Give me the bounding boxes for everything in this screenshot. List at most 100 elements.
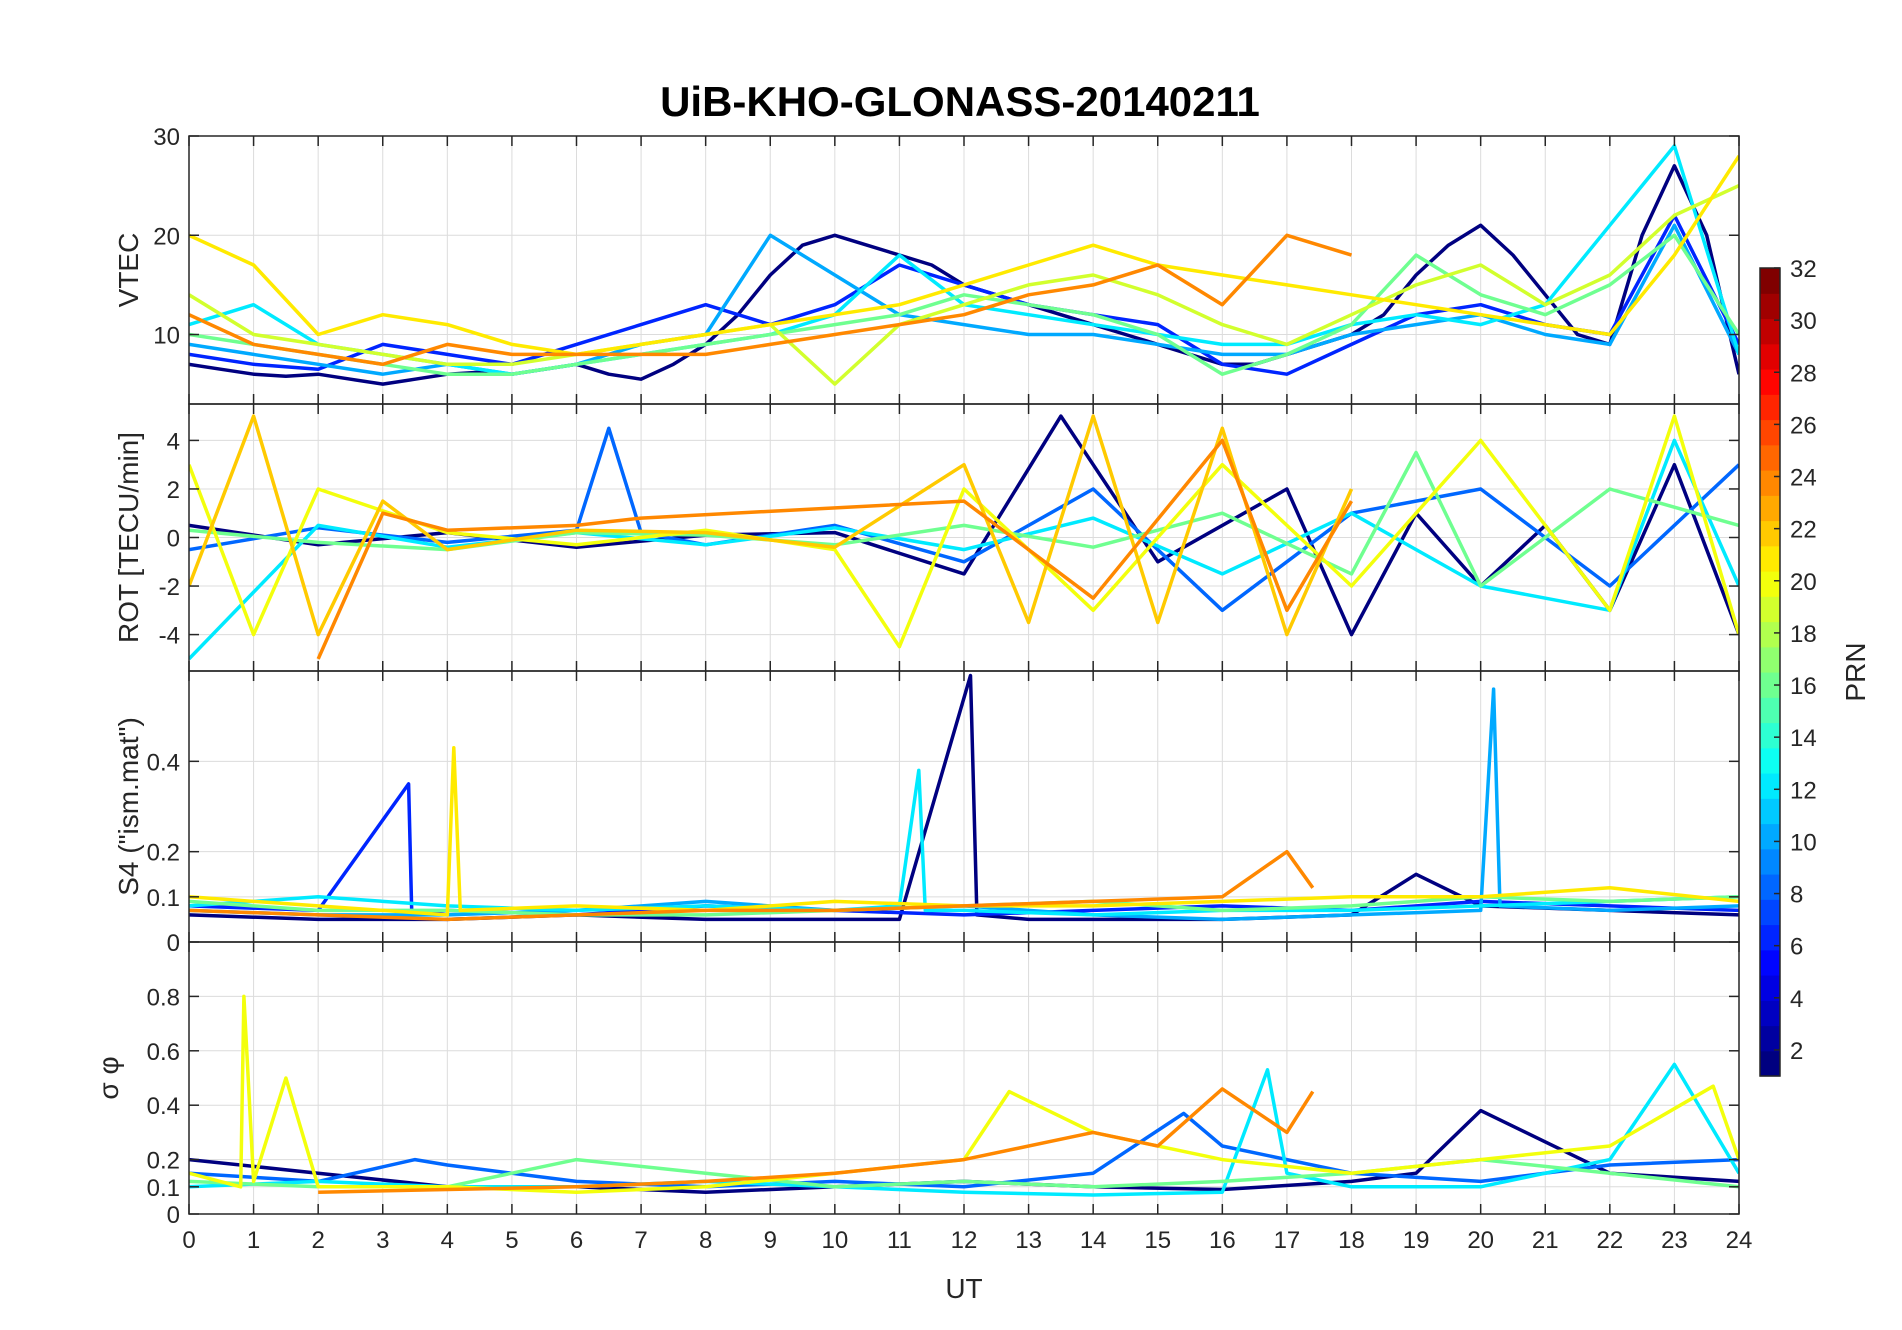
y-tick-label: 4 [167, 428, 180, 455]
series-prn-19 [189, 184, 1739, 386]
series-prn-24 [189, 233, 1353, 367]
colorbar-segment [1760, 672, 1780, 698]
colorbar-tick-label: 10 [1790, 829, 1817, 856]
y-tick-label: 0 [167, 526, 180, 553]
series-group [189, 994, 1739, 1197]
colorbar-tick-label: 4 [1790, 986, 1803, 1013]
y-axis-label: VTEC [113, 233, 144, 308]
colorbar-segment [1760, 1050, 1780, 1077]
y-tick-label: 10 [153, 323, 180, 350]
series-group [189, 414, 1739, 661]
y-tick-label: 20 [153, 223, 180, 250]
colorbar-segment [1760, 343, 1780, 370]
y-axis-label: σ φ [93, 1056, 124, 1099]
x-tick-label: 2 [311, 1227, 324, 1254]
colorbar-segment [1760, 495, 1780, 522]
x-tick-label: 3 [376, 1227, 389, 1254]
y-tick-label: 0.6 [147, 1039, 180, 1066]
x-tick-label: 21 [1532, 1227, 1559, 1254]
x-axis-label: UT [945, 1273, 982, 1304]
x-tick-label: 13 [1015, 1227, 1042, 1254]
series-prn-8 [189, 1111, 1739, 1189]
x-tick-label: 18 [1338, 1227, 1365, 1254]
colorbar-label: PRN [1840, 642, 1871, 701]
colorbar-segment [1760, 444, 1780, 471]
y-tick-label: 0.1 [147, 1175, 180, 1202]
x-tick-label: 0 [182, 1227, 195, 1254]
colorbar-segment [1760, 874, 1780, 900]
colorbar-segment [1760, 621, 1780, 648]
panel-2: -4 -2 0 2 4 ROT [TECU/min] [113, 403, 1740, 672]
colorbar-tick-label: 22 [1790, 517, 1817, 544]
colorbar-tick-label: 14 [1790, 725, 1817, 752]
x-tick-label: 16 [1209, 1227, 1236, 1254]
colorbar-segment [1760, 268, 1780, 294]
colorbar-segment [1760, 722, 1780, 749]
colorbar-segment [1760, 470, 1780, 496]
series-prn-20 [189, 414, 1739, 649]
series-prn-22 [189, 414, 1354, 637]
colorbar-tick-label: 32 [1790, 256, 1817, 283]
x-tick-label: 8 [699, 1227, 712, 1254]
x-tick-label: 24 [1726, 1227, 1753, 1254]
y-tick-label: 0.2 [147, 1148, 180, 1175]
x-tick-label: 7 [634, 1227, 647, 1254]
series-prn-24 [316, 438, 1354, 660]
series-prn-24 [318, 1087, 1315, 1194]
colorbar-tick-label: 8 [1790, 882, 1803, 909]
colorbar-tick-label: 18 [1790, 621, 1817, 648]
colorbar-segment [1760, 899, 1780, 926]
colorbar-tick-label: 16 [1790, 673, 1817, 700]
colorbar-frame [1759, 267, 1781, 1077]
series-prn-24 [189, 849, 1315, 922]
x-tick-label: 22 [1596, 1227, 1623, 1254]
y-tick-label: 0.8 [147, 984, 180, 1011]
series-prn-21 [189, 154, 1739, 357]
colorbar-segment [1760, 798, 1780, 825]
colorbar-segment [1760, 773, 1780, 799]
panel-4: 00.10.2 0.4 0.6 0.8 σ φ [93, 941, 1740, 1229]
x-tick-label: 5 [505, 1227, 518, 1254]
y-tick-label: 0.4 [147, 749, 180, 776]
colorbar-segment [1760, 419, 1780, 446]
x-tick-label: 12 [951, 1227, 978, 1254]
panel-3: 0 0.1 0.2 0.4S4 ("ism.mat") [113, 670, 1740, 957]
colorbar-tick-label: 12 [1790, 777, 1817, 804]
x-tick-labels: 0 1 2 3 4 5 6 7 8 9 10 11 12 13 14 15 16 17 18 19 20 21 22 23 24 [182, 1227, 1752, 1254]
y-tick-label: 0 [167, 1202, 180, 1229]
x-tick-label: 14 [1080, 1227, 1107, 1254]
y-tick-label: 0 [167, 930, 180, 957]
y-tick-label: 30 [153, 124, 180, 151]
y-tick-label: 0.1 [147, 885, 180, 912]
colorbar-segment [1760, 924, 1780, 951]
x-tick-label: 11 [887, 1227, 912, 1254]
series-group [189, 673, 1739, 922]
y-tick-label: 0.4 [147, 1093, 180, 1120]
x-tick-label: 23 [1661, 1227, 1688, 1254]
series-prn-21 [189, 746, 1739, 917]
chart-title: UiB-KHO-GLONASS-20140211 [660, 78, 1260, 125]
colorbar-segment [1760, 1025, 1780, 1052]
x-tick-label: 20 [1467, 1227, 1494, 1254]
y-axis-label: S4 ("ism.mat") [113, 717, 144, 896]
x-tick-label: 4 [441, 1227, 454, 1254]
y-axis-label: ROT [TECU/min] [113, 432, 144, 643]
colorbar-segment [1760, 697, 1780, 724]
colorbar-segment [1760, 369, 1780, 395]
colorbar-segment [1760, 747, 1780, 774]
colorbar-tick-label: 26 [1790, 412, 1817, 439]
colorbar-tick-label: 30 [1790, 308, 1817, 335]
y-tick-label: 2 [167, 477, 180, 504]
x-tick-label: 1 [247, 1227, 260, 1254]
colorbar-segment [1760, 823, 1780, 850]
x-tick-label: 6 [570, 1227, 583, 1254]
x-tick-label: 9 [764, 1227, 777, 1254]
colorbar-segment [1760, 848, 1780, 875]
x-tick-label: 17 [1274, 1227, 1301, 1254]
colorbar-tick-label: 28 [1790, 360, 1817, 387]
colorbar-segment [1760, 571, 1780, 597]
x-tick-label: 19 [1403, 1227, 1430, 1254]
